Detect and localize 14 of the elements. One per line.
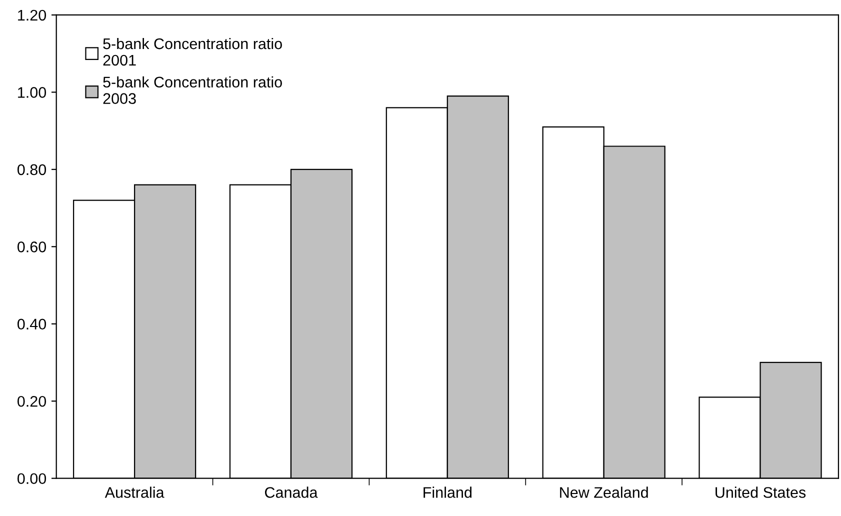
x-tick-label: Australia xyxy=(104,486,164,498)
y-tick-label: 0.80 xyxy=(17,164,46,176)
y-tick-label: 1.20 xyxy=(18,10,46,21)
y-tick-label: 0.00 xyxy=(17,473,46,484)
y-tick-label: 0.60 xyxy=(17,242,46,252)
x-tick-label: Canada xyxy=(265,486,318,498)
y-tick-label: 1.00 xyxy=(18,87,46,98)
legend-label: 5-bank Concentration ratio 2003 xyxy=(103,76,282,104)
y-tick-label: 0.20 xyxy=(17,396,46,407)
x-tick-label: United States xyxy=(716,486,806,498)
legend-label: 5-bank Concentration ratio 2001 xyxy=(103,38,282,66)
y-tick-label: 0.40 xyxy=(17,318,46,330)
x-tick-label: Finland xyxy=(424,486,472,498)
x-tick-label: New Zealand xyxy=(560,486,648,498)
